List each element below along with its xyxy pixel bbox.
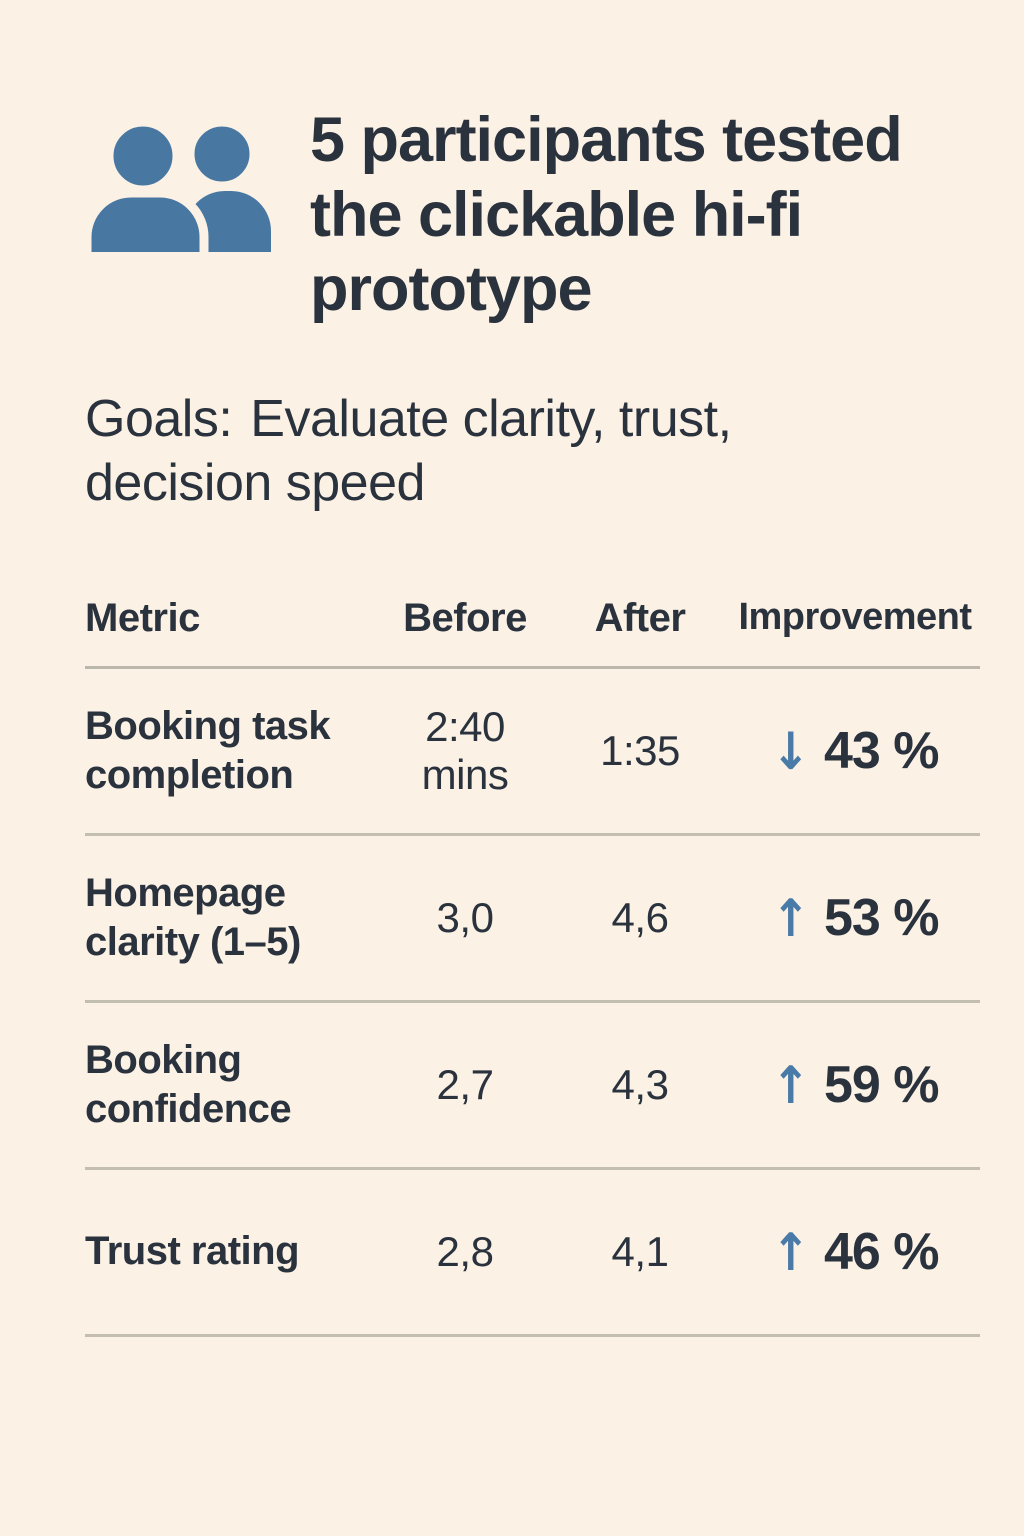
goals-description: Evaluate clarity, trust, decision speed xyxy=(85,389,732,513)
before-value: 2:40 mins xyxy=(421,702,509,798)
arrow-up-icon: ↑ xyxy=(771,1054,810,1116)
goals-label: Goals: xyxy=(85,389,233,448)
metric-label: Homepage clarity (1–5) xyxy=(85,871,301,964)
after-value: 4,6 xyxy=(611,893,669,941)
table-row: Homepage clarity (1–5) 3,0 4,6 ↑ 53 % xyxy=(85,836,980,1003)
people-icon xyxy=(82,107,272,318)
metric-label: Booking confidence xyxy=(85,1038,292,1131)
table-row: Booking task completion 2:40 mins 1:35 ↓… xyxy=(85,669,980,836)
table-row: Trust rating 2,8 4,1 ↑ 46 % xyxy=(85,1170,980,1337)
improvement-value: 59 % xyxy=(824,1055,940,1114)
improvement-cell: ↓ 43 % xyxy=(730,721,980,781)
arrow-down-icon: ↓ xyxy=(771,720,810,782)
column-header-improvement: Improvement xyxy=(738,595,972,638)
metric-label: Trust rating xyxy=(85,1229,300,1274)
improvement-value: 53 % xyxy=(824,888,940,947)
header: 5 participants tested the clickable hi-f… xyxy=(82,103,980,327)
table-row: Booking confidence 2,7 4,3 ↑ 59 % xyxy=(85,1003,980,1170)
metric-label: Booking task completion xyxy=(85,704,331,797)
improvement-cell: ↑ 46 % xyxy=(730,1222,980,1282)
before-value: 3,0 xyxy=(436,893,494,941)
improvement-value: 43 % xyxy=(824,721,940,780)
goals-text: Goals: Evaluate clarity, trust, decision … xyxy=(85,387,885,516)
column-header-before: Before xyxy=(403,595,527,640)
after-value: 4,3 xyxy=(611,1060,669,1108)
page-title: 5 participants tested the clickable hi-f… xyxy=(310,105,903,325)
table-header-row: Metric Before After Improvement xyxy=(85,596,980,669)
before-value: 2,8 xyxy=(436,1227,494,1275)
after-value: 1:35 xyxy=(600,726,680,774)
after-value: 4,1 xyxy=(611,1227,669,1275)
results-table: Metric Before After Improvement Booking … xyxy=(85,596,980,1337)
before-value: 2,7 xyxy=(436,1060,494,1108)
column-header-metric: Metric xyxy=(85,595,200,640)
improvement-cell: ↑ 59 % xyxy=(730,1055,980,1115)
improvement-value: 46 % xyxy=(824,1222,940,1281)
arrow-up-icon: ↑ xyxy=(771,887,810,949)
improvement-cell: ↑ 53 % xyxy=(730,888,980,948)
arrow-up-icon: ↑ xyxy=(771,1221,810,1283)
column-header-after: After xyxy=(594,595,686,640)
